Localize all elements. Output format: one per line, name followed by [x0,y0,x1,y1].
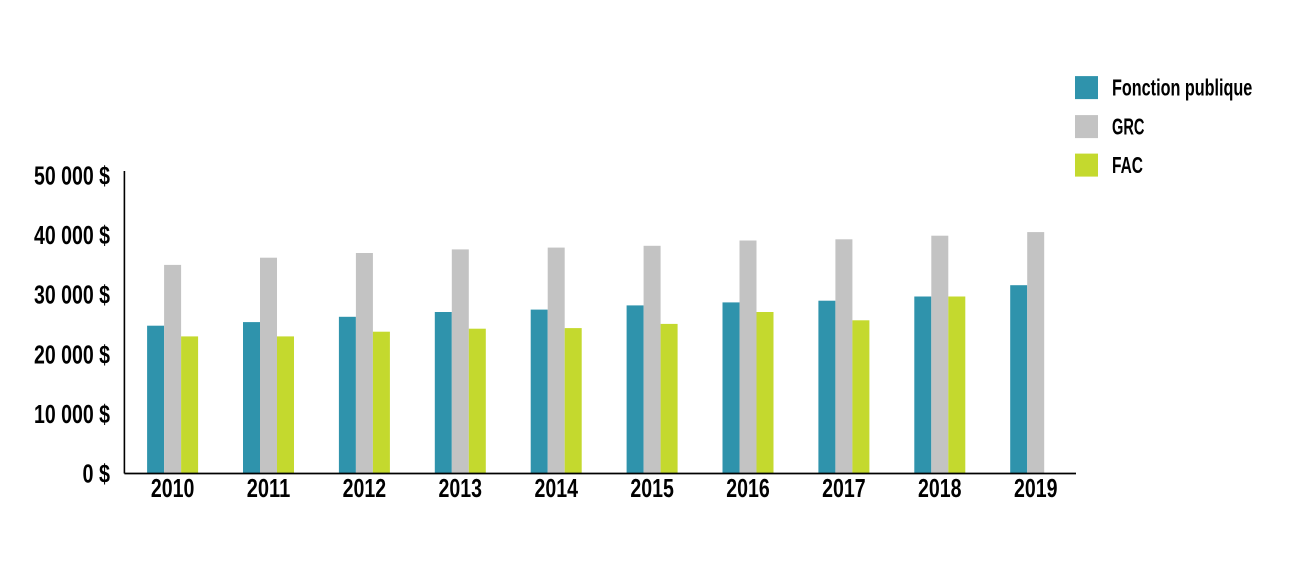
svg-text:2013: 2013 [439,473,483,503]
svg-text:GRC: GRC [1112,114,1144,140]
svg-text:2016: 2016 [726,473,770,503]
svg-text:2019: 2019 [1014,473,1058,503]
svg-text:30 000 $: 30 000 $ [34,280,110,310]
svg-text:50 000 $: 50 000 $ [34,161,110,191]
svg-text:2011: 2011 [247,473,291,503]
svg-text:Fonction publique: Fonction publique [1112,75,1252,101]
svg-text:FAC: FAC [1112,152,1143,178]
svg-text:2015: 2015 [630,473,674,503]
svg-text:40 000 $: 40 000 $ [34,220,110,250]
svg-text:2012: 2012 [343,473,387,503]
svg-text:2017: 2017 [822,473,866,503]
svg-text:2010: 2010 [151,473,195,503]
svg-text:10 000 $: 10 000 $ [34,399,110,429]
svg-text:2018: 2018 [918,473,962,503]
svg-text:20 000 $: 20 000 $ [34,339,110,369]
svg-text:2014: 2014 [534,473,578,503]
svg-text:0 $: 0 $ [83,459,111,489]
